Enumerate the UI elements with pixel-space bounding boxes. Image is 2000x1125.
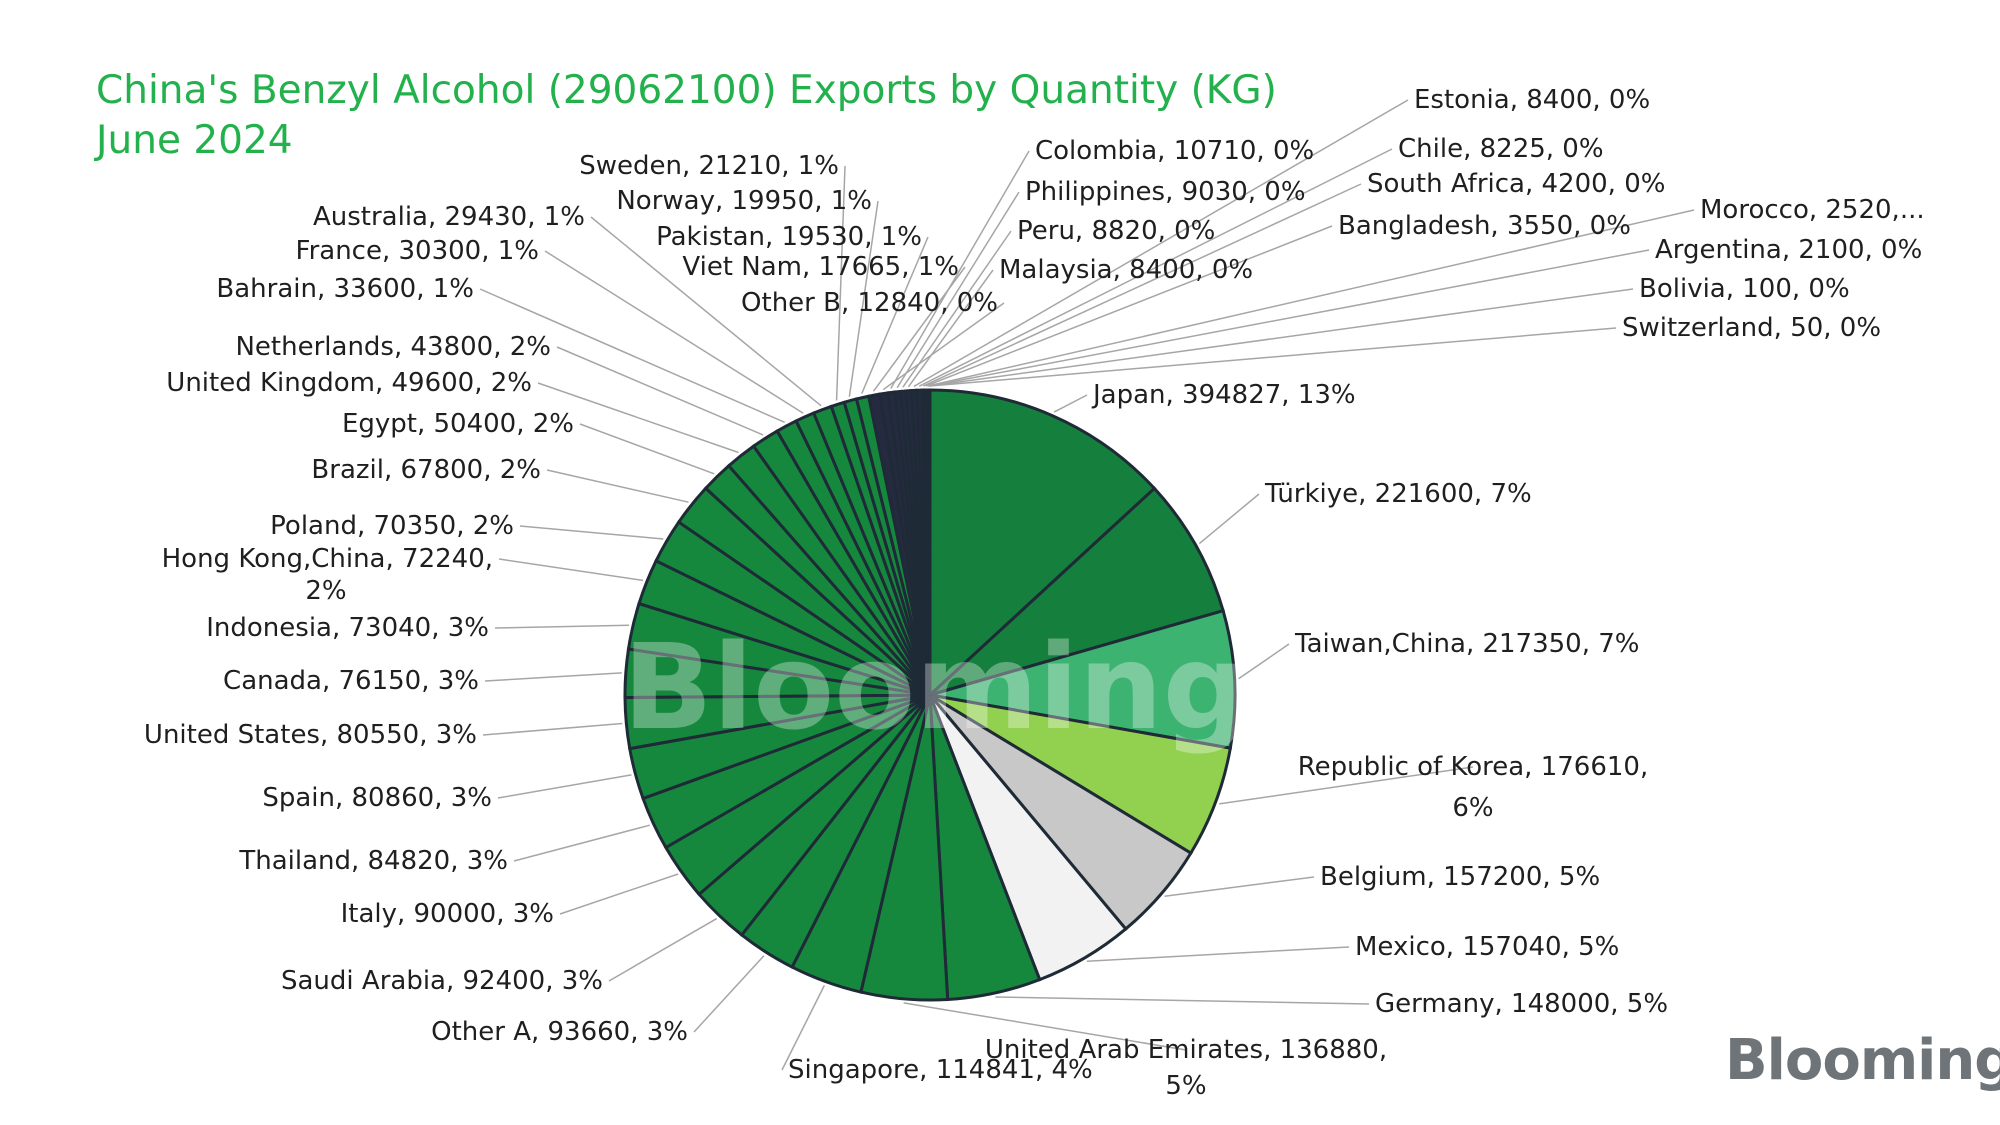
watermark: Blooming	[623, 618, 1247, 756]
leader-line	[903, 1002, 1187, 1051]
data-label: Netherlands, 43800, 2%	[235, 332, 551, 362]
leader-line	[544, 250, 804, 414]
leader-line	[918, 148, 1393, 387]
data-label: Viet Nam, 17665, 1%	[682, 252, 959, 282]
brand-logo: Blooming	[1725, 1028, 2000, 1093]
leader-line	[896, 191, 1020, 389]
pie-slice-japan	[928, 388, 1157, 699]
leader-line	[537, 382, 739, 454]
data-label: Mexico, 157040, 5%	[1355, 932, 1619, 962]
data-label: Argentina, 2100, 0%	[1655, 235, 1922, 265]
data-label: Italy, 90000, 3%	[341, 899, 554, 929]
leader-line	[1198, 493, 1260, 545]
data-label: United Kingdom, 49600, 2%	[166, 368, 532, 398]
data-label: Belgium, 157200, 5%	[1320, 862, 1600, 892]
leader-line	[848, 200, 879, 397]
data-label: Saudi Arabia, 92400, 3%	[281, 966, 603, 996]
leader-line	[1053, 394, 1088, 413]
data-label: Bolivia, 100, 0%	[1639, 274, 1850, 304]
data-label: United Arab Emirates, 136880, 5%	[985, 1035, 1387, 1101]
leader-line	[907, 269, 994, 388]
leader-line	[693, 955, 765, 1033]
data-label: Poland, 70350, 2%	[270, 511, 514, 541]
data-label: Singapore, 114841, 4%	[788, 1055, 1093, 1085]
data-label: Other A, 93660, 3%	[431, 1017, 688, 1047]
leader-line	[1086, 946, 1350, 962]
data-label: Japan, 394827, 13%	[1091, 380, 1356, 410]
data-label: Estonia, 8400, 0%	[1414, 85, 1650, 115]
data-label: South Africa, 4200, 0%	[1367, 169, 1665, 199]
leader-line	[579, 423, 715, 475]
leader-line	[995, 996, 1370, 1005]
leader-line	[556, 346, 764, 436]
pie-slice-taiwan-china	[929, 608, 1237, 750]
leader-line	[479, 288, 785, 423]
leader-line	[927, 209, 1695, 387]
data-label: Pakistan, 19530, 1%	[656, 222, 922, 252]
leader-line	[608, 917, 718, 982]
data-label: Norway, 19950, 1%	[616, 186, 872, 216]
data-label: United States, 80550, 3%	[144, 720, 477, 750]
data-label: Morocco, 2520,...	[1700, 195, 1925, 225]
leader-line	[1219, 766, 1474, 805]
data-label: Malaysia, 8400, 0%	[999, 255, 1253, 285]
leader-line	[929, 327, 1617, 387]
leader-line	[882, 302, 1005, 391]
chart-title: China's Benzyl Alcohol (29062100) Export…	[96, 66, 1277, 166]
chart-title-line1: China's Benzyl Alcohol (29062100) Export…	[96, 68, 1277, 113]
leader-line	[861, 236, 929, 394]
leader-line	[902, 230, 1012, 388]
pie-slices	[623, 388, 1237, 1002]
data-label: France, 30300, 1%	[296, 236, 539, 266]
data-label: Republic of Korea, 176610, 6%	[1298, 752, 1648, 823]
data-label: Bangladesh, 3550, 0%	[1338, 211, 1631, 241]
leader-line	[925, 225, 1333, 387]
leader-line	[890, 150, 1030, 389]
leader-line	[929, 249, 1650, 387]
data-label: Germany, 148000, 5%	[1375, 989, 1668, 1019]
data-label: Philippines, 9030, 0%	[1025, 177, 1306, 207]
data-label: Hong Kong,China, 72240, 2%	[162, 544, 493, 606]
leader-line	[929, 288, 1634, 387]
data-labels: Japan, 394827, 13% Türkiye, 221600, 7% Tai…	[144, 85, 1925, 1101]
data-label: Colombia, 10710, 0%	[1035, 136, 1314, 166]
leader-line	[835, 165, 846, 401]
leader-line	[546, 469, 689, 503]
data-label: Canada, 76150, 3%	[223, 666, 479, 696]
leader-line	[494, 624, 630, 629]
leader-line	[484, 672, 622, 682]
data-label: Taiwan,China, 217350, 7%	[1294, 629, 1640, 659]
leader-line	[913, 99, 1409, 388]
leader-line	[1238, 643, 1290, 680]
leader-line	[513, 824, 650, 862]
leader-line	[1164, 876, 1315, 898]
data-label: Australia, 29430, 1%	[313, 202, 585, 232]
data-label: Bahrain, 33600, 1%	[216, 274, 474, 304]
data-label: Sweden, 21210, 1%	[579, 151, 839, 181]
data-label: Chile, 8225, 0%	[1398, 134, 1604, 164]
leader-lines	[479, 99, 1695, 1071]
data-label: Thailand, 84820, 3%	[238, 846, 508, 876]
data-label: Spain, 80860, 3%	[262, 783, 492, 813]
data-label: Brazil, 67800, 2%	[311, 455, 541, 485]
leader-line	[590, 216, 822, 407]
data-label: Indonesia, 73040, 3%	[206, 613, 489, 643]
leader-line	[781, 985, 826, 1071]
leader-line	[497, 774, 632, 799]
data-label: Türkiye, 221600, 7%	[1264, 479, 1532, 509]
leader-line	[559, 873, 679, 915]
pie-slice-t-rkiye	[928, 486, 1225, 697]
leader-line	[519, 525, 664, 540]
data-label: Egypt, 50400, 2%	[342, 409, 574, 439]
leader-line	[482, 722, 623, 736]
data-label: Peru, 8820, 0%	[1017, 216, 1215, 246]
leader-line	[922, 183, 1362, 387]
leader-line	[498, 558, 644, 582]
chart-title-line2: June 2024	[96, 118, 293, 163]
data-label: Other B, 12840, 0%	[741, 288, 998, 318]
data-label: Switzerland, 50, 0%	[1622, 313, 1881, 343]
